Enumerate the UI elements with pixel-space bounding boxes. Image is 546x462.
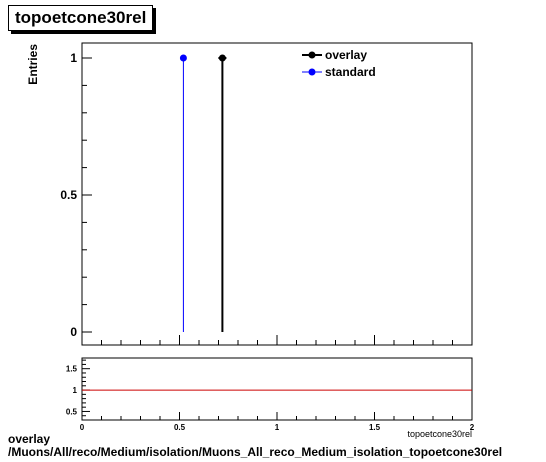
ratio-plot: 0.511.5 0 0.5 1 1.5 2 topoetcone30rel xyxy=(66,357,475,439)
ratio-y-tick-label: 1.5 xyxy=(66,365,78,374)
ratio-x-tick-label: 0.5 xyxy=(174,423,186,432)
ratio-x-tick-label: 1 xyxy=(275,423,280,432)
caption-line-2: /Muons/All/reco/Medium/isolation/Muons_A… xyxy=(8,445,503,459)
y-axis-label: Entries xyxy=(26,44,40,85)
main-plot: 00.51 Entries overlay standard xyxy=(26,42,473,346)
legend-label-overlay: overlay xyxy=(325,48,367,62)
ratio-x-tick-label: 1.5 xyxy=(369,423,381,432)
histogram-title: topoetcone30rel xyxy=(8,5,154,31)
data-point-standard xyxy=(179,54,187,62)
x-axis-label: topoetcone30rel xyxy=(407,429,472,439)
main-plot-y-tick-labels: 00.51 xyxy=(60,51,77,339)
ratio-x-tick-label: 2 xyxy=(470,423,475,432)
legend: overlay standard xyxy=(302,48,376,79)
ratio-plot-y-tick-labels: 0.5 1 1.5 xyxy=(66,365,78,417)
ratio-y-tick-label: 1 xyxy=(73,386,78,395)
ratio-plot-x-tick-labels: 0 0.5 1 1.5 2 xyxy=(80,423,475,432)
main-plot-marks xyxy=(179,54,227,332)
ratio-plot-ticks xyxy=(81,359,473,420)
ratio-x-tick-label: 0 xyxy=(80,423,85,432)
main-y-tick-label: 1 xyxy=(70,51,77,65)
legend-marker-overlay xyxy=(308,51,316,59)
ratio-y-tick-label: 0.5 xyxy=(66,407,78,416)
main-y-tick-label: 0.5 xyxy=(60,188,77,202)
legend-label-standard: standard xyxy=(325,65,376,79)
main-y-tick-label: 0 xyxy=(70,325,77,339)
main-plot-frame xyxy=(81,42,473,346)
legend-marker-standard xyxy=(308,68,316,76)
ratio-plot-frame xyxy=(81,357,473,421)
main-plot-ticks xyxy=(81,57,473,345)
caption-line-1: overlay xyxy=(8,432,51,446)
